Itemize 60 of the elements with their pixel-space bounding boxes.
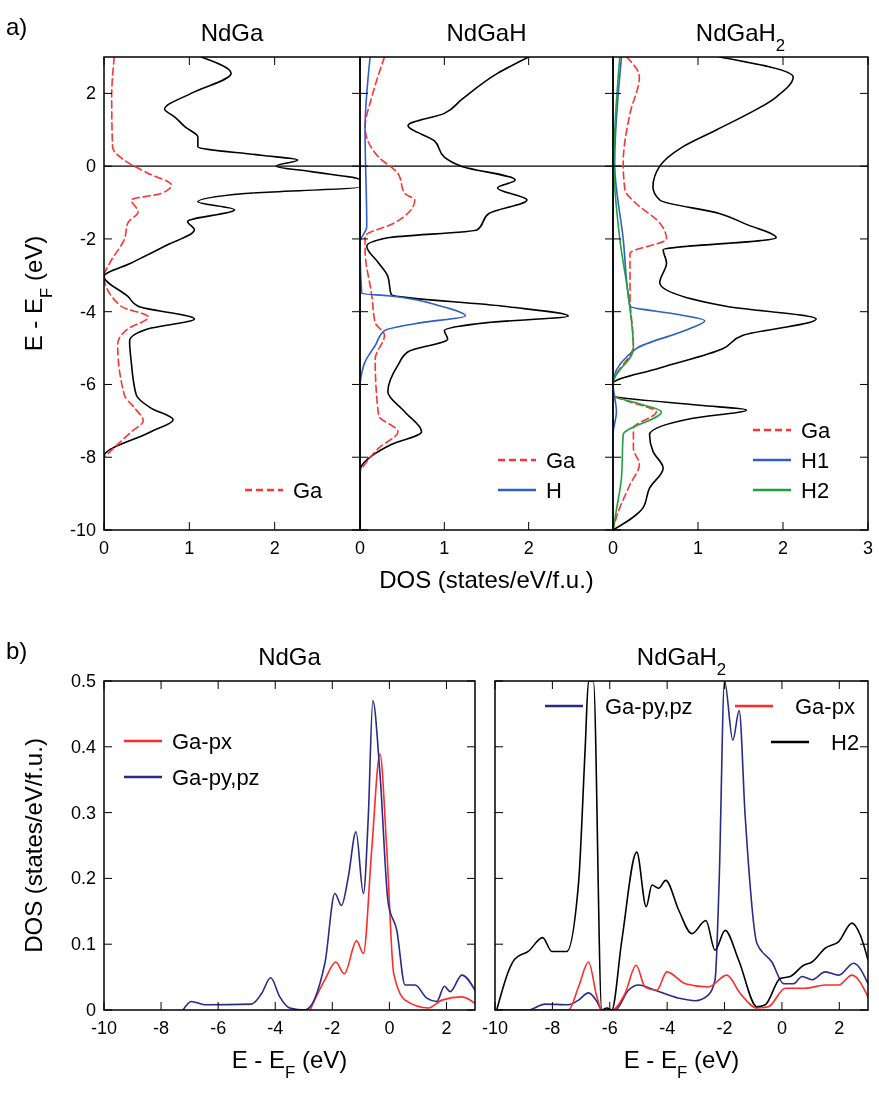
x-tick-label: 2 <box>834 1018 845 1038</box>
x-axis-title: DOS (states/eV/f.u.) <box>379 566 594 593</box>
y-tick-label: 0 <box>85 1000 96 1020</box>
x-tick-label: 3 <box>862 538 874 558</box>
x-tick-label: 0 <box>776 1018 787 1038</box>
x-tick-label: -8 <box>544 1018 561 1038</box>
x-tick-label: 2 <box>269 538 280 558</box>
x-tick-label: 2 <box>777 538 789 558</box>
y-tick-label: 0 <box>85 156 96 177</box>
legend-label: Ga <box>293 478 324 503</box>
legend-label: H2 <box>801 478 830 503</box>
x-axis-title: E - E$_{F}$ (eV) <box>231 1046 348 1082</box>
x-tick-label: -4 <box>659 1018 676 1038</box>
x-tick-label: -8 <box>153 1018 170 1038</box>
x-tick-label: -4 <box>267 1018 284 1038</box>
text: a) <box>6 13 28 40</box>
x-tick-label: 2 <box>441 1018 452 1038</box>
legend-label: Ga <box>546 448 577 473</box>
chart-title: NdGaH$_{2}$ <box>695 19 786 55</box>
x-tick-label: 0 <box>384 1018 395 1038</box>
chart-title: NdGa <box>200 19 264 46</box>
x-tick-label: 1 <box>184 538 195 558</box>
line-series <box>309 753 475 1010</box>
x-tick-label: 0 <box>607 538 619 558</box>
x-tick-label: 1 <box>692 538 704 558</box>
legend-label: Ga-px <box>172 729 232 754</box>
y-tick-label: 0.4 <box>70 736 96 757</box>
chart-title: NdGaH <box>446 19 527 46</box>
y-axis-title: DOS (states/eV/f.u.) <box>20 738 47 953</box>
x-tick-label: 0 <box>98 538 110 558</box>
y-tick-label: 0.3 <box>70 802 96 823</box>
x-tick-label: -2 <box>324 1018 341 1038</box>
x-tick-label: -10 <box>481 1018 509 1038</box>
y-tick-label: -8 <box>79 447 96 468</box>
line-series <box>104 57 173 459</box>
y-tick-label: 0.1 <box>70 934 96 955</box>
x-tick-label: 0 <box>354 538 366 558</box>
text: b) <box>6 637 28 664</box>
chart-title: NdGaH$_{2}$ <box>636 643 727 679</box>
y-tick-label: -4 <box>79 301 96 322</box>
x-tick-label: 2 <box>523 538 534 558</box>
legend-label: Ga-px <box>795 694 855 719</box>
legend-label: H2 <box>831 730 860 755</box>
y-tick-label: 2 <box>85 83 96 104</box>
legend-label: Ga-py,pz <box>605 694 693 719</box>
x-tick-label: 1 <box>439 538 450 558</box>
x-tick-label: -2 <box>716 1018 733 1038</box>
legend-label: Ga-py,pz <box>172 765 260 790</box>
y-tick-label: -10 <box>69 520 96 540</box>
y-tick-label: -6 <box>79 374 96 395</box>
legend-label: H1 <box>801 448 830 473</box>
chart-title: NdGa <box>258 643 322 670</box>
y-tick-label: 0.2 <box>70 868 96 889</box>
x-axis-title: E - E$_{F}$ (eV) <box>623 1046 740 1082</box>
x-tick-label: -6 <box>210 1018 227 1038</box>
y-tick-label: -2 <box>79 228 96 249</box>
x-tick-label: -6 <box>601 1018 618 1038</box>
y-tick-label: 0.5 <box>70 671 96 691</box>
legend-label: H <box>546 478 562 503</box>
legend-label: Ga <box>801 418 832 443</box>
